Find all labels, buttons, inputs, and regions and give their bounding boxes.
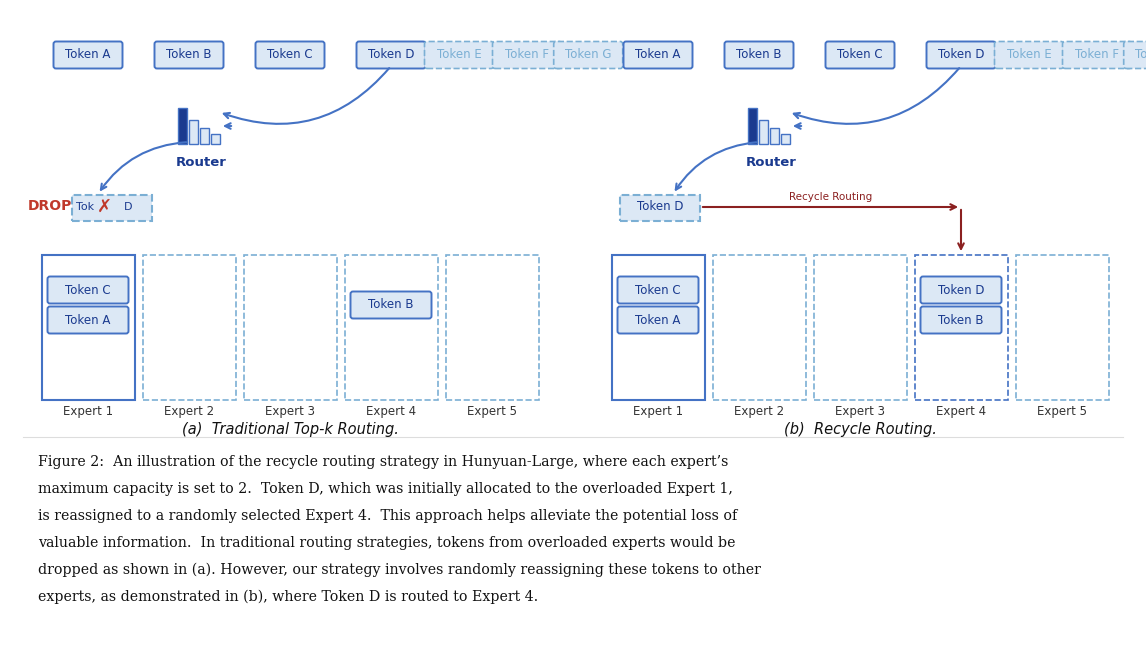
Text: Token C: Token C: [267, 48, 313, 62]
Text: Expert 3: Expert 3: [265, 405, 315, 418]
Bar: [612, 255, 705, 400]
Text: Token B: Token B: [166, 48, 212, 62]
Text: dropped as shown in (a). However, our strategy involves randomly reassigning the: dropped as shown in (a). However, our st…: [38, 563, 761, 578]
Text: Expert 5: Expert 5: [1037, 405, 1088, 418]
FancyBboxPatch shape: [256, 42, 324, 68]
Text: Token D: Token D: [637, 200, 683, 214]
FancyBboxPatch shape: [54, 42, 123, 68]
Bar: [759, 120, 768, 144]
Text: Token B: Token B: [939, 314, 983, 326]
Text: Token B: Token B: [368, 299, 414, 312]
Bar: [748, 108, 758, 144]
Text: Expert 2: Expert 2: [164, 405, 214, 418]
Text: Token E: Token E: [437, 48, 481, 62]
Text: Token C: Token C: [635, 283, 681, 297]
Text: Token E: Token E: [1006, 48, 1051, 62]
FancyArrowPatch shape: [223, 68, 390, 124]
Text: Token D: Token D: [937, 283, 984, 297]
FancyBboxPatch shape: [554, 42, 622, 68]
FancyBboxPatch shape: [356, 42, 425, 68]
Bar: [72, 195, 152, 221]
Bar: [201, 128, 209, 144]
FancyBboxPatch shape: [1124, 42, 1146, 68]
Text: ✗: ✗: [96, 198, 111, 216]
FancyBboxPatch shape: [493, 42, 562, 68]
Bar: [345, 255, 438, 400]
Text: Tok: Tok: [76, 202, 94, 212]
Bar: [142, 255, 235, 400]
Text: DROP: DROP: [28, 199, 72, 213]
Text: Token G: Token G: [565, 48, 612, 62]
Text: Router: Router: [746, 156, 796, 169]
Bar: [243, 255, 337, 400]
Text: Token C: Token C: [838, 48, 882, 62]
FancyBboxPatch shape: [618, 277, 699, 304]
Bar: [1015, 255, 1108, 400]
Text: Expert 5: Expert 5: [468, 405, 517, 418]
Text: Expert 4: Expert 4: [366, 405, 416, 418]
FancyBboxPatch shape: [618, 306, 699, 334]
FancyBboxPatch shape: [47, 306, 128, 334]
Text: (a)  Traditional Top-k Routing.: (a) Traditional Top-k Routing.: [181, 422, 399, 437]
Bar: [189, 120, 198, 144]
FancyArrowPatch shape: [101, 142, 187, 190]
Text: experts, as demonstrated in (b), where Token D is routed to Expert 4.: experts, as demonstrated in (b), where T…: [38, 590, 539, 604]
Text: is reassigned to a randomly selected Expert 4.  This approach helps alleviate th: is reassigned to a randomly selected Exp…: [38, 509, 737, 523]
Bar: [713, 255, 806, 400]
Text: valuable information.  In traditional routing strategies, tokens from overloaded: valuable information. In traditional rou…: [38, 536, 736, 550]
Text: Token A: Token A: [635, 314, 681, 326]
Text: Expert 2: Expert 2: [733, 405, 784, 418]
FancyBboxPatch shape: [724, 42, 793, 68]
FancyArrowPatch shape: [676, 142, 756, 190]
FancyBboxPatch shape: [920, 306, 1002, 334]
FancyBboxPatch shape: [926, 42, 996, 68]
Text: Token A: Token A: [65, 314, 111, 326]
Text: D: D: [124, 202, 132, 212]
Bar: [782, 134, 790, 144]
Text: Expert 4: Expert 4: [936, 405, 986, 418]
Text: Token F: Token F: [505, 48, 549, 62]
Bar: [41, 255, 134, 400]
FancyBboxPatch shape: [155, 42, 223, 68]
Bar: [620, 195, 700, 221]
Text: Recycle Routing: Recycle Routing: [788, 192, 872, 202]
Text: Token A: Token A: [635, 48, 681, 62]
Bar: [915, 255, 1007, 400]
Text: Token D: Token D: [937, 48, 984, 62]
Text: Expert 3: Expert 3: [835, 405, 885, 418]
FancyBboxPatch shape: [1062, 42, 1131, 68]
Text: Token D: Token D: [368, 48, 414, 62]
FancyArrowPatch shape: [794, 68, 959, 124]
Text: Token B: Token B: [736, 48, 782, 62]
FancyBboxPatch shape: [995, 42, 1063, 68]
Text: Token G: Token G: [1135, 48, 1146, 62]
Text: Figure 2:  An illustration of the recycle routing strategy in Hunyuan-Large, whe: Figure 2: An illustration of the recycle…: [38, 455, 729, 469]
Text: Expert 1: Expert 1: [63, 405, 113, 418]
FancyBboxPatch shape: [47, 277, 128, 304]
Bar: [211, 134, 220, 144]
Text: Token A: Token A: [65, 48, 111, 62]
Text: (b)  Recycle Routing.: (b) Recycle Routing.: [784, 422, 936, 437]
Text: Router: Router: [175, 156, 227, 169]
FancyBboxPatch shape: [623, 42, 692, 68]
Bar: [770, 128, 779, 144]
Bar: [446, 255, 539, 400]
FancyBboxPatch shape: [351, 291, 432, 318]
Bar: [814, 255, 906, 400]
FancyBboxPatch shape: [825, 42, 895, 68]
Text: maximum capacity is set to 2.  Token D, which was initially allocated to the ove: maximum capacity is set to 2. Token D, w…: [38, 482, 733, 496]
Text: Expert 1: Expert 1: [633, 405, 683, 418]
FancyBboxPatch shape: [920, 277, 1002, 304]
FancyBboxPatch shape: [424, 42, 494, 68]
Bar: [178, 108, 187, 144]
Text: Token C: Token C: [65, 283, 111, 297]
Text: Token F: Token F: [1075, 48, 1118, 62]
